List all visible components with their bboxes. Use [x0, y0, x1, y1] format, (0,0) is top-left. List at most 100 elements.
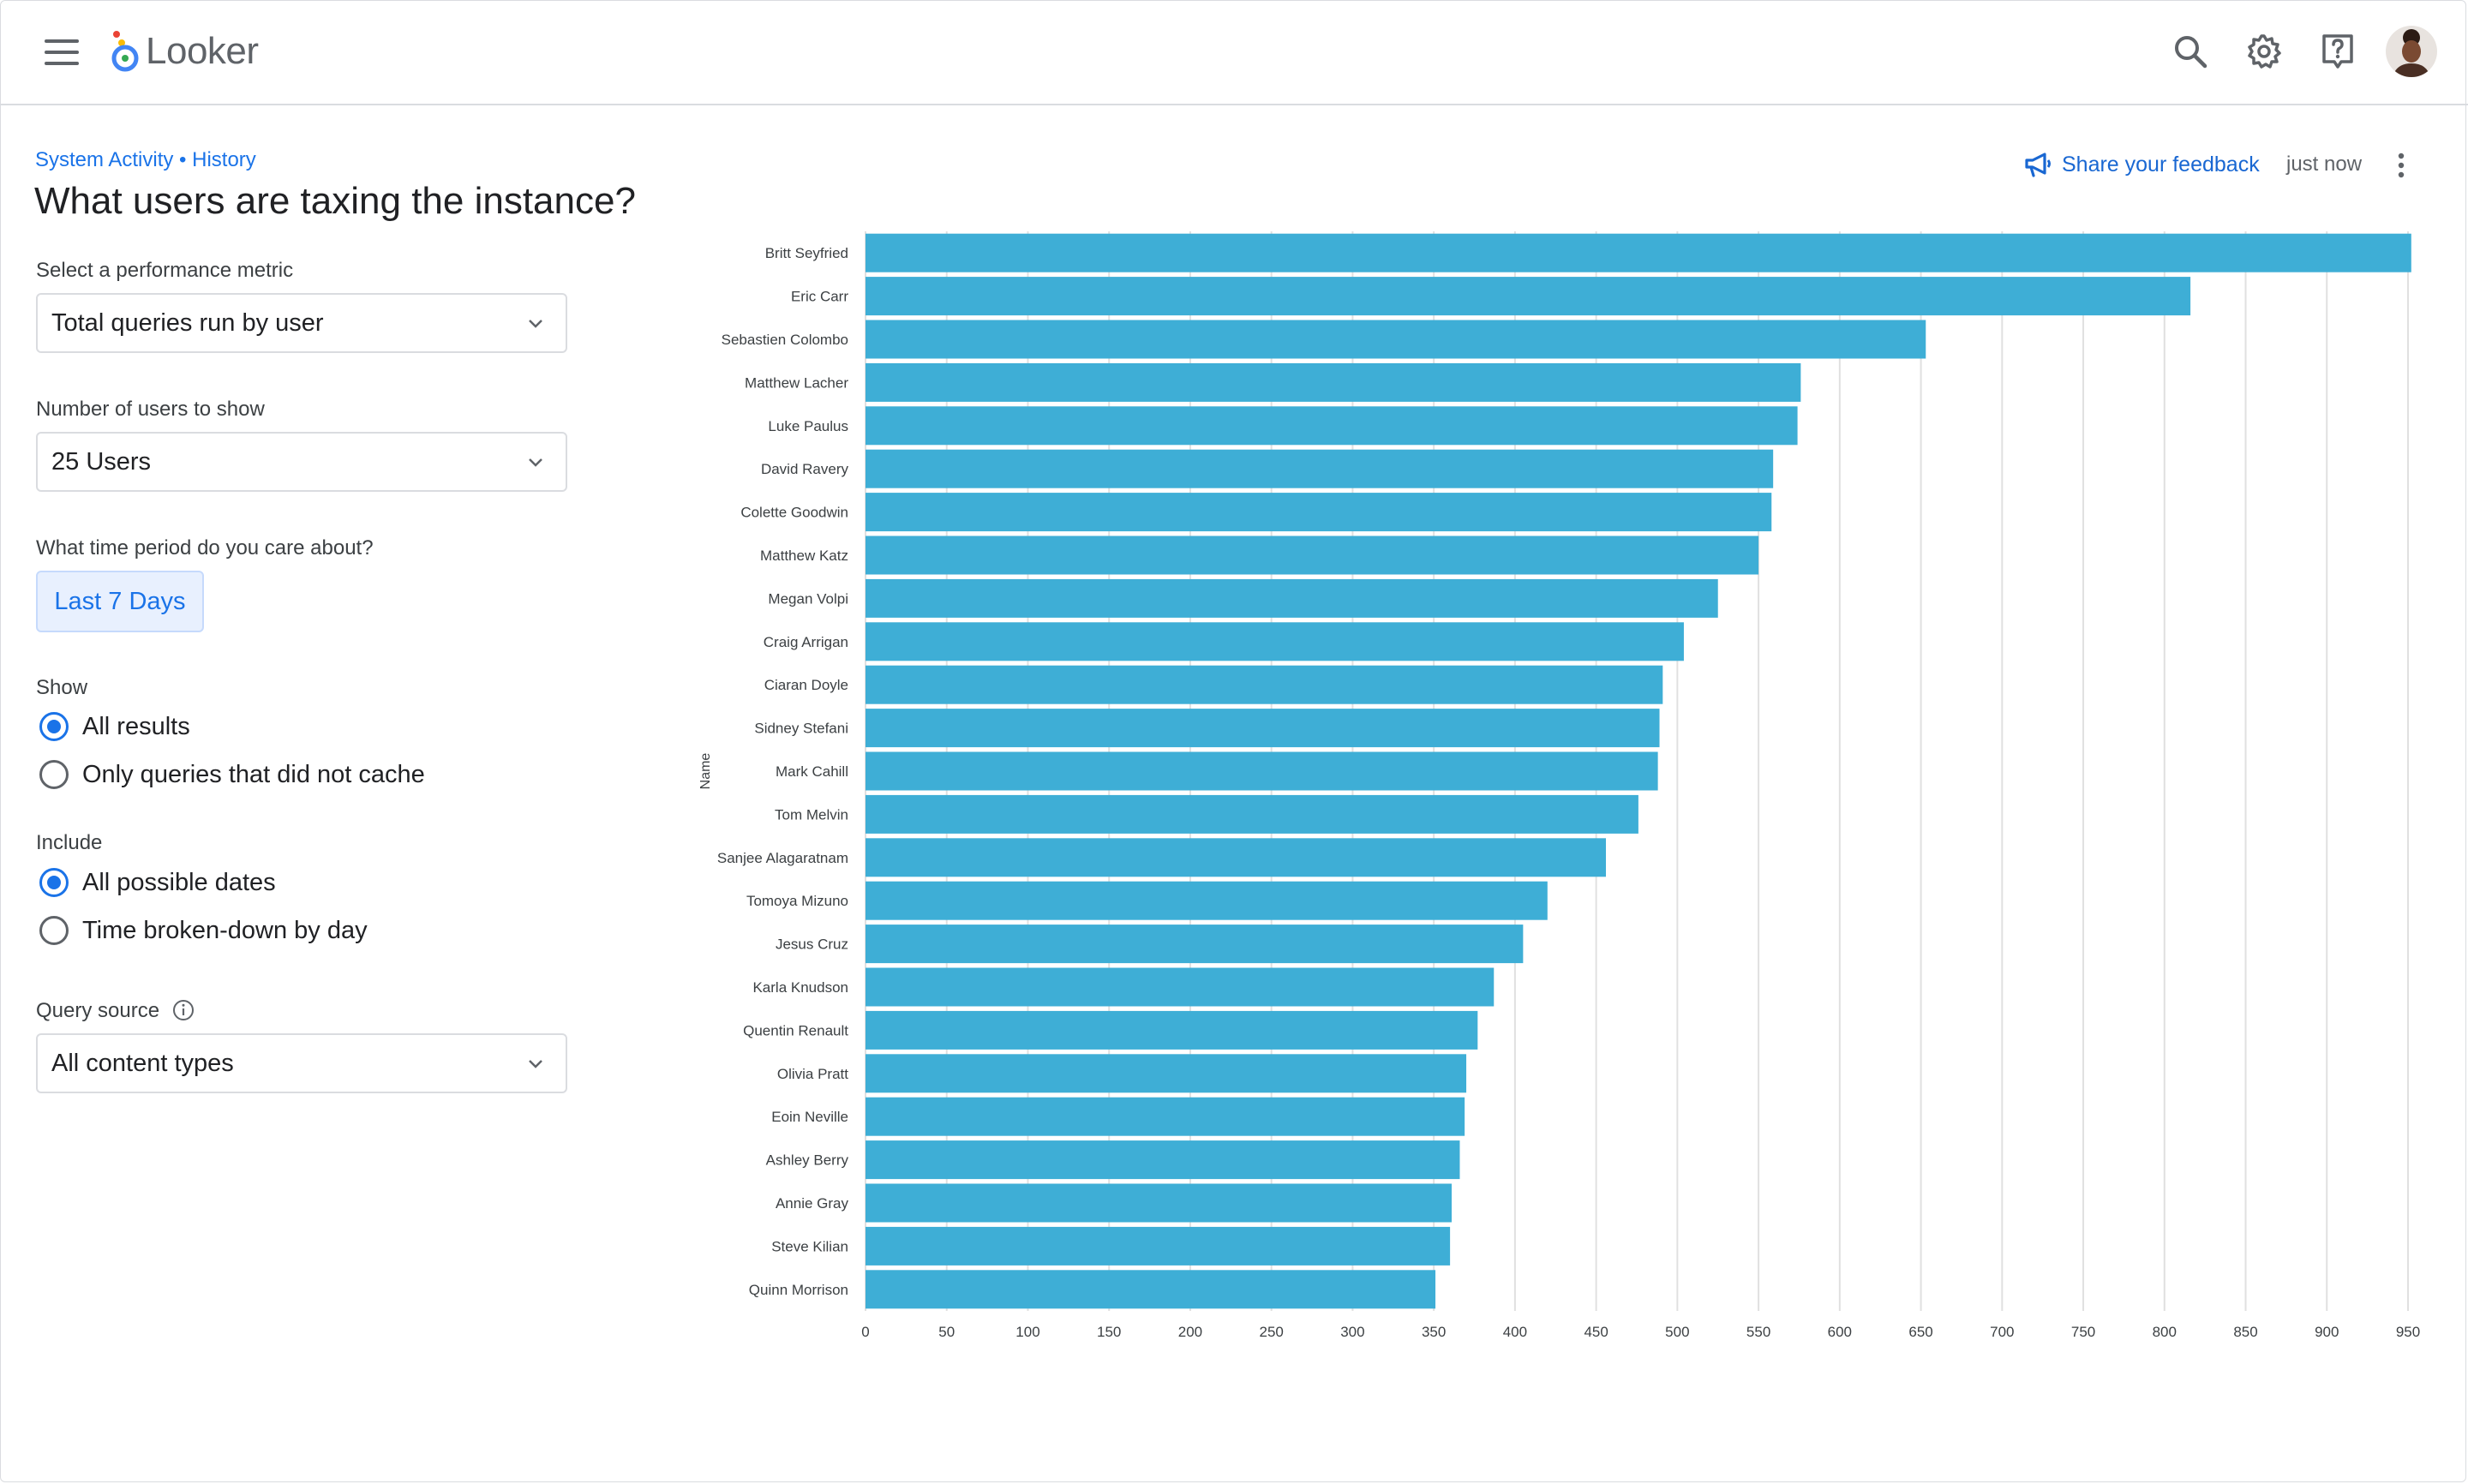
query-source-select[interactable]: All content types	[36, 1033, 567, 1093]
bar	[866, 925, 1524, 964]
gear-icon[interactable]	[2243, 31, 2285, 72]
category-label: Ciaran Doyle	[764, 677, 848, 693]
category-label: Britt Seyfried	[765, 245, 848, 261]
x-tick-label: 250	[1259, 1324, 1283, 1340]
category-label: Olivia Pratt	[777, 1066, 848, 1082]
x-tick-label: 400	[1503, 1324, 1527, 1340]
radio-label: Only queries that did not cache	[82, 760, 425, 788]
category-label: Megan Volpi	[768, 590, 848, 607]
metric-select[interactable]: Total queries run by user	[36, 293, 567, 353]
share-feedback-link[interactable]: Share your feedback	[2024, 149, 2260, 180]
share-feedback-label: Share your feedback	[2062, 152, 2260, 177]
help-icon[interactable]	[2317, 31, 2358, 72]
radio-uncached-queries[interactable]: Only queries that did not cache	[39, 757, 425, 792]
x-tick-label: 0	[861, 1324, 869, 1340]
bar	[866, 1054, 1467, 1093]
bar	[866, 1226, 1451, 1266]
chevron-down-icon	[529, 458, 542, 467]
breadcrumb[interactable]: System Activity • History	[35, 148, 256, 171]
metric-select-value: Total queries run by user	[51, 309, 324, 337]
category-label: Luke Paulus	[768, 418, 848, 434]
bar	[866, 1097, 1465, 1136]
radio-button[interactable]	[39, 916, 69, 945]
bar	[866, 449, 1774, 488]
x-tick-label: 200	[1178, 1324, 1202, 1340]
category-label: Eoin Neville	[771, 1109, 848, 1125]
radio-button-selected[interactable]	[39, 868, 69, 897]
x-tick-label: 550	[1746, 1324, 1770, 1340]
category-label: Matthew Katz	[760, 548, 848, 564]
category-label: Tom Melvin	[775, 806, 848, 823]
radio-label: All possible dates	[82, 868, 276, 896]
bar-chart: 0 50 100 150 200 250 300 350 400 450 500 550 600 650 7…	[698, 231, 2420, 1340]
category-label: Colette Goodwin	[740, 505, 848, 521]
bar	[866, 967, 1495, 1007]
info-icon[interactable]	[171, 998, 195, 1022]
search-icon[interactable]	[2170, 31, 2211, 72]
user-avatar[interactable]	[2386, 26, 2437, 77]
users-select-value: 25 Users	[51, 448, 152, 476]
date-filter-button[interactable]: Last 7 Days	[36, 571, 204, 632]
y-axis-label: Name	[698, 753, 713, 790]
brand-name: Looker	[146, 30, 259, 72]
radio-all-dates[interactable]: All possible dates	[39, 865, 276, 900]
category-label: Ashley Berry	[766, 1152, 849, 1169]
chevron-down-icon	[529, 320, 542, 328]
bar	[866, 709, 1660, 748]
bar	[866, 838, 1606, 877]
category-label: Sanjee Alagaratnam	[717, 850, 848, 866]
top-bar: Looker	[0, 0, 2468, 105]
x-tick-label: 750	[2071, 1324, 2095, 1340]
radio-by-day[interactable]: Time broken-down by day	[39, 913, 368, 948]
x-tick-label: 800	[2153, 1324, 2177, 1340]
users-select[interactable]: 25 Users	[36, 432, 567, 492]
bar	[866, 1270, 1436, 1309]
bar	[866, 277, 2191, 316]
metric-label: Select a performance metric	[36, 259, 294, 282]
bar	[866, 362, 1801, 402]
bar	[866, 406, 1798, 446]
x-tick-label: 950	[2396, 1324, 2420, 1340]
radio-button-selected[interactable]	[39, 712, 69, 741]
bar	[866, 493, 1772, 532]
users-label: Number of users to show	[36, 398, 265, 421]
x-tick-label: 350	[1422, 1324, 1446, 1340]
show-label: Show	[36, 676, 88, 699]
radio-button[interactable]	[39, 760, 69, 789]
x-tick-label: 650	[1908, 1324, 1932, 1340]
bar	[866, 1010, 1478, 1050]
period-label: What time period do you care about?	[36, 536, 374, 559]
category-label: Sebastien Colombo	[722, 332, 848, 348]
x-tick-label: 50	[938, 1324, 955, 1340]
bar	[866, 1140, 1460, 1180]
x-tick-label: 700	[1990, 1324, 2014, 1340]
x-tick-label: 500	[1665, 1324, 1689, 1340]
category-label: Matthew Lacher	[745, 374, 848, 391]
radio-label: Time broken-down by day	[82, 916, 368, 944]
radio-label: All results	[82, 712, 190, 740]
category-label: Mark Cahill	[776, 763, 848, 780]
category-label: Steve Kilian	[771, 1238, 848, 1254]
bar	[866, 320, 1926, 359]
x-tick-label: 100	[1015, 1324, 1039, 1340]
bar	[866, 536, 1759, 575]
bar	[866, 233, 2411, 272]
looker-logo-icon	[111, 31, 139, 72]
category-label: Sidney Stefani	[754, 721, 848, 737]
looker-logo[interactable]: Looker	[108, 26, 259, 77]
category-label: Tomoya Mizuno	[746, 893, 848, 909]
bar	[866, 794, 1638, 834]
bar	[866, 622, 1684, 661]
menu-icon[interactable]	[45, 39, 79, 65]
source-label: Query source	[36, 999, 160, 1022]
x-tick-label: 600	[1828, 1324, 1852, 1340]
radio-all-results[interactable]: All results	[39, 709, 190, 744]
more-vert-icon[interactable]	[2391, 151, 2411, 180]
x-tick-label: 450	[1584, 1324, 1608, 1340]
include-label: Include	[36, 831, 103, 854]
category-label: David Ravery	[761, 461, 849, 477]
query-source-value: All content types	[51, 1050, 234, 1077]
category-label: Quentin Renault	[743, 1022, 848, 1038]
bar	[866, 1183, 1452, 1223]
